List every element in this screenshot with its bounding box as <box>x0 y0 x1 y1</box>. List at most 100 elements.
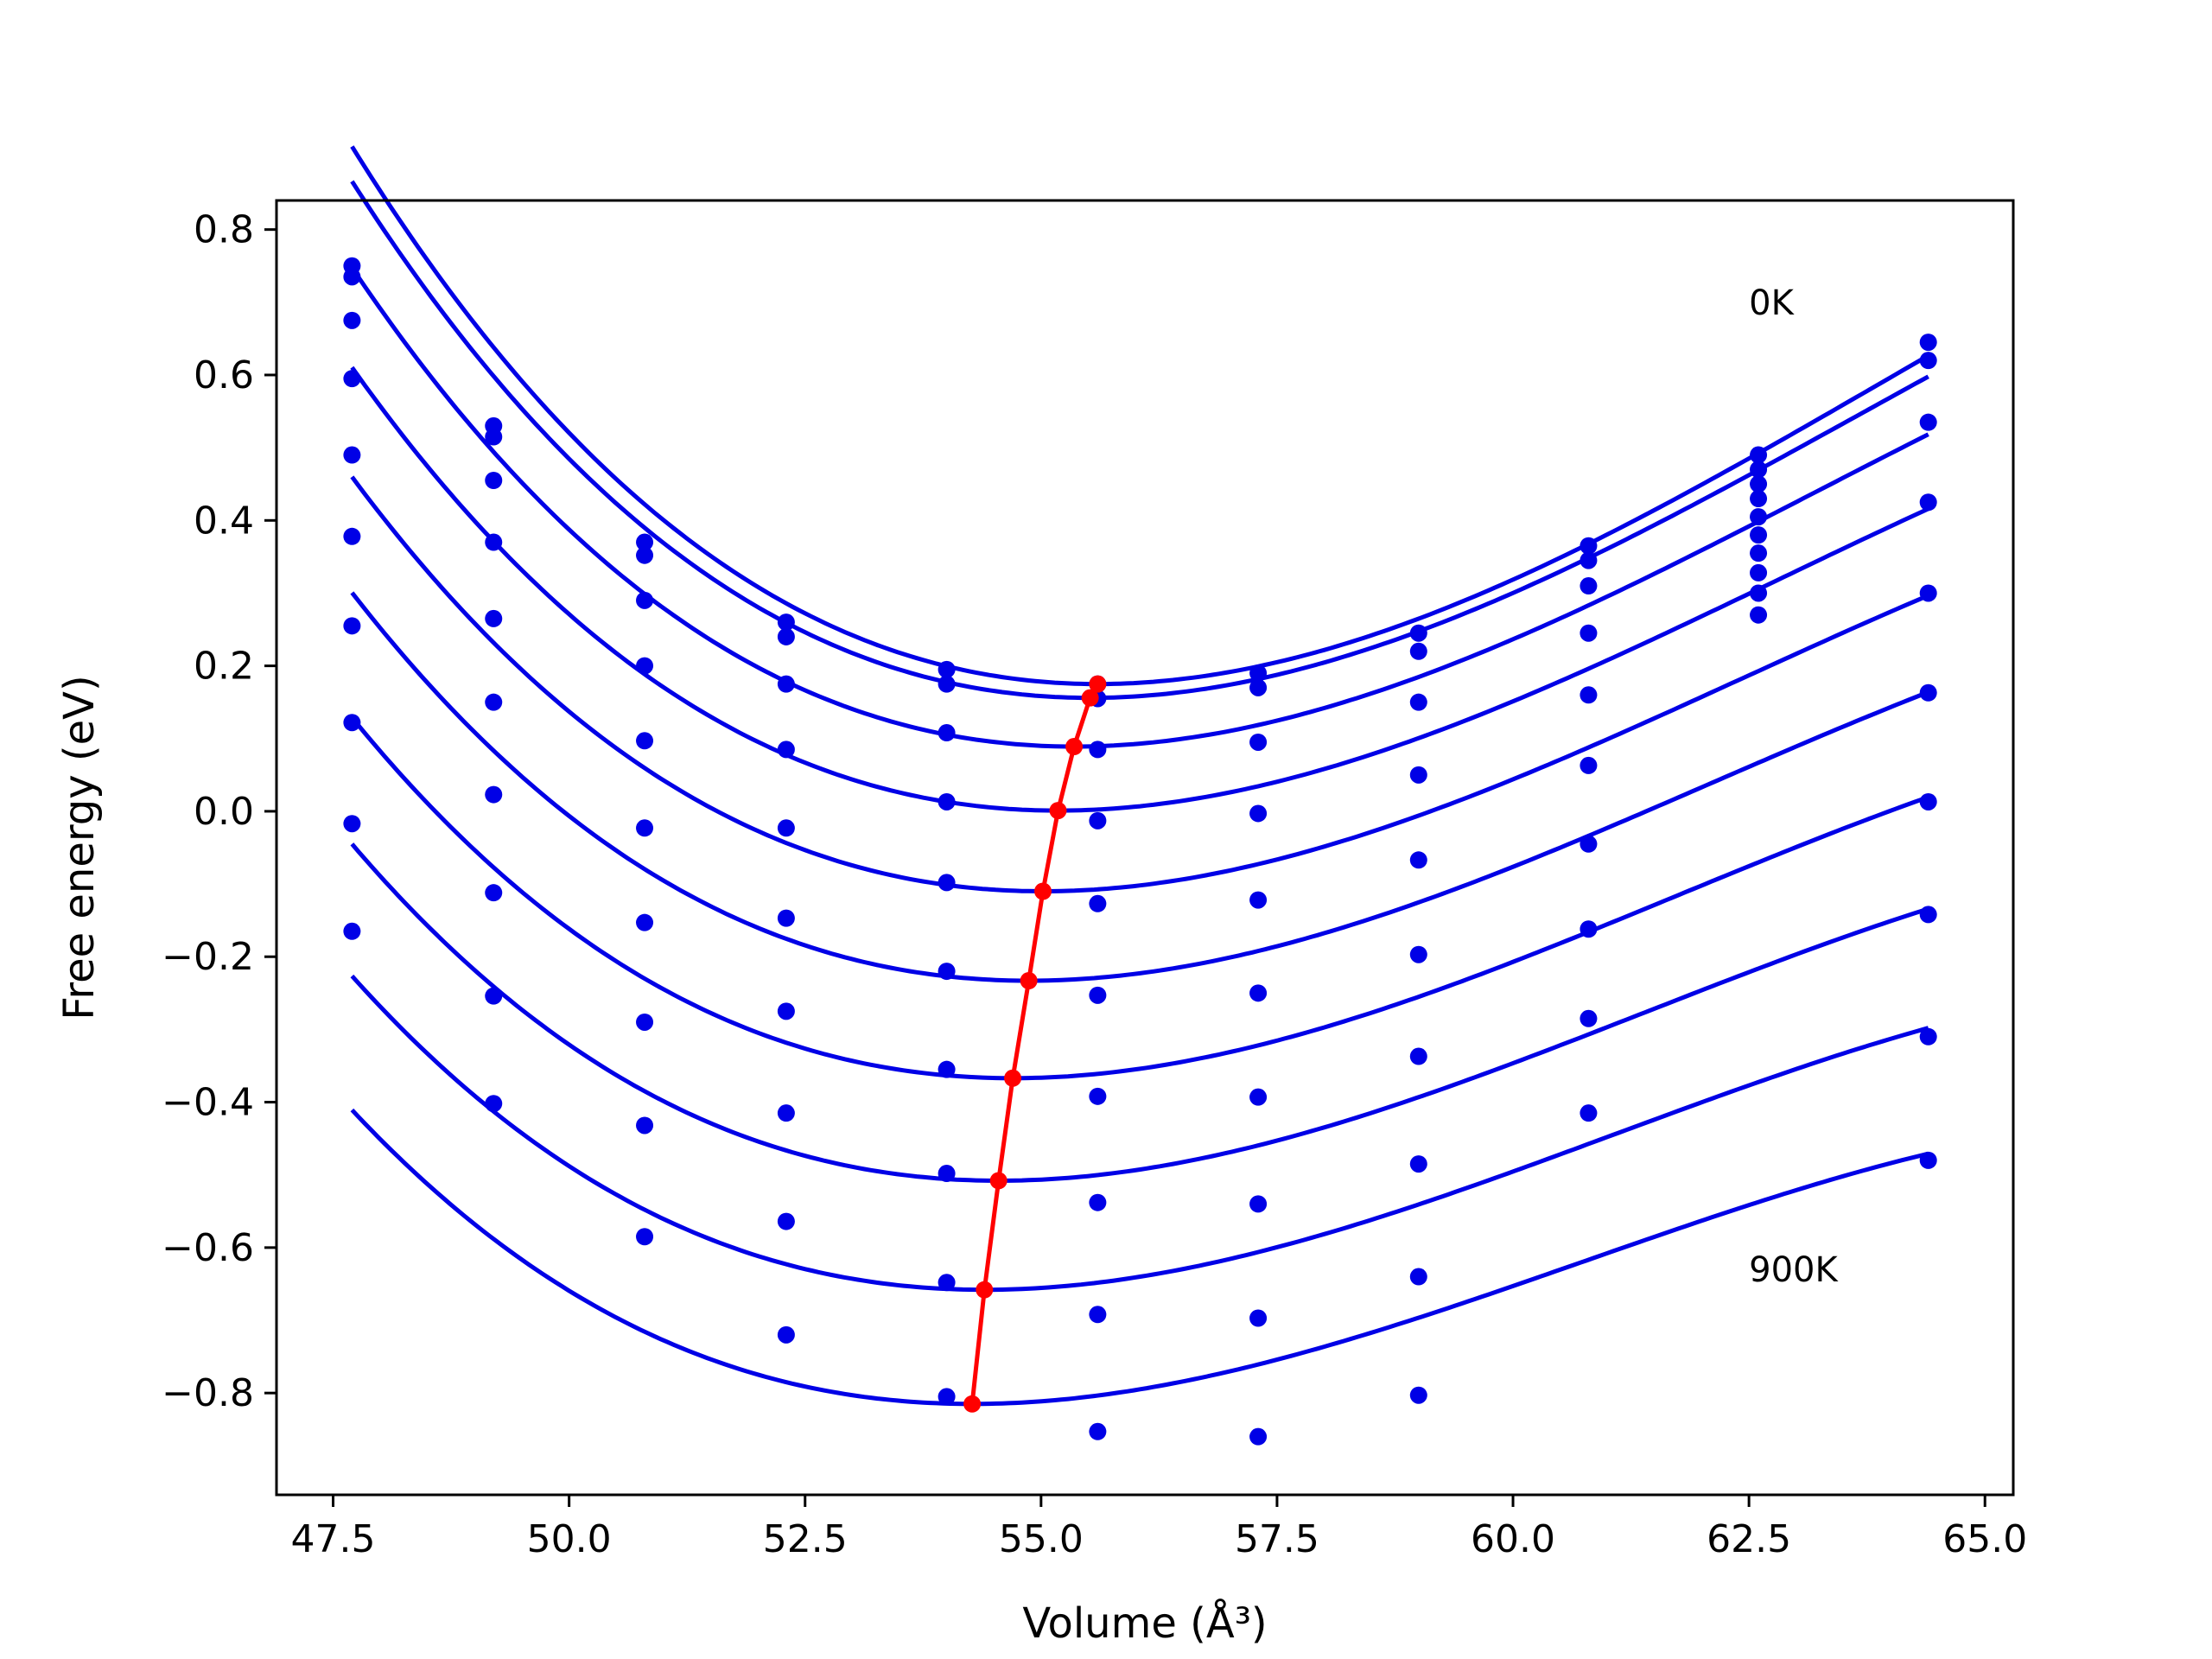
data-point <box>1249 1195 1268 1213</box>
data-point <box>1249 664 1268 683</box>
data-point <box>1249 678 1268 696</box>
data-point <box>1409 624 1427 642</box>
data-point <box>343 815 361 833</box>
data-point <box>485 785 503 804</box>
data-point <box>938 874 956 892</box>
data-point <box>343 527 361 545</box>
minimum-point <box>1065 738 1084 756</box>
data-point <box>1919 352 1937 370</box>
data-point <box>1580 756 1598 774</box>
data-point <box>1089 741 1107 759</box>
y-tick-label: 0.8 <box>194 208 254 252</box>
data-point <box>1750 526 1768 544</box>
data-point <box>777 1104 795 1122</box>
data-point <box>1919 493 1937 512</box>
data-point <box>1919 683 1937 702</box>
data-point <box>636 819 654 837</box>
y-tick-label: 0.4 <box>194 499 254 543</box>
x-axis-label: Volume (Å³) <box>1022 1599 1267 1648</box>
x-tick-label: 52.5 <box>763 1517 848 1561</box>
data-point <box>777 819 795 837</box>
data-point <box>1089 1087 1107 1105</box>
data-point <box>1409 945 1427 963</box>
minimum-line <box>969 683 1100 1405</box>
data-point <box>1919 413 1937 431</box>
data-point <box>777 1212 795 1230</box>
data-point <box>1580 686 1598 704</box>
data-point <box>777 1002 795 1020</box>
minimum-line-group <box>963 675 1107 1413</box>
data-point <box>1750 446 1768 464</box>
data-point <box>1089 894 1107 912</box>
data-point <box>1580 1104 1598 1122</box>
data-point <box>1409 1268 1427 1286</box>
x-tick-label: 60.0 <box>1471 1517 1555 1561</box>
data-point <box>938 1165 956 1183</box>
data-point <box>1750 544 1768 563</box>
data-point <box>1750 584 1768 602</box>
minimum-point <box>963 1395 982 1413</box>
data-point <box>1580 577 1598 595</box>
data-point <box>343 617 361 635</box>
data-point <box>1580 1009 1598 1027</box>
data-point <box>1249 891 1268 909</box>
data-point <box>1750 475 1768 493</box>
data-point <box>938 660 956 678</box>
minimum-point <box>1081 689 1099 707</box>
data-point <box>485 428 503 446</box>
annotation-900K: 900K <box>1749 1250 1839 1290</box>
fit-curve-200K <box>350 266 1929 749</box>
data-point <box>636 1228 654 1246</box>
x-tick-label: 65.0 <box>1942 1517 2027 1561</box>
y-tick-label: 0.0 <box>194 790 254 834</box>
data-point <box>1580 537 1598 555</box>
x-tick-label: 55.0 <box>999 1517 1084 1561</box>
data-point <box>1580 624 1598 642</box>
data-point <box>485 609 503 627</box>
minimum-point <box>989 1172 1007 1190</box>
data-point <box>777 1325 795 1344</box>
data-point <box>938 963 956 981</box>
data-point <box>636 732 654 750</box>
data-point <box>485 472 503 490</box>
data-point <box>777 909 795 927</box>
data-point <box>1750 606 1768 624</box>
data-point <box>343 268 361 286</box>
data-point <box>1750 490 1768 508</box>
y-tick-label: 0.6 <box>194 353 254 397</box>
data-point <box>1919 1027 1937 1046</box>
data-point <box>1249 1309 1268 1327</box>
data-point <box>1249 804 1268 823</box>
minimum-point <box>1049 802 1067 820</box>
fit-curve-700K <box>350 842 1929 1183</box>
plot-frame <box>275 199 2015 1497</box>
data-point <box>777 741 795 759</box>
data-point <box>1580 835 1598 853</box>
minimum-point <box>976 1281 994 1299</box>
data-point <box>1409 766 1427 784</box>
data-point <box>343 922 361 940</box>
data-point <box>1089 1193 1107 1211</box>
data-point <box>1919 334 1937 352</box>
data-point <box>1089 1422 1107 1440</box>
data-point <box>1249 1088 1268 1106</box>
x-tick-label: 57.5 <box>1235 1517 1319 1561</box>
data-point <box>343 446 361 464</box>
data-point <box>777 627 795 645</box>
data-point <box>1919 1151 1937 1169</box>
y-tick-label: −0.6 <box>162 1226 254 1270</box>
data-point <box>1089 811 1107 830</box>
data-point <box>343 714 361 732</box>
minimum-point <box>1089 675 1107 693</box>
data-point <box>1409 693 1427 711</box>
fit-curve-400K <box>350 475 1929 893</box>
data-point <box>636 1116 654 1135</box>
data-point <box>1409 1155 1427 1173</box>
data-point <box>485 693 503 711</box>
data-point <box>938 1060 956 1078</box>
data-point <box>777 613 795 632</box>
minimum-point <box>1020 972 1038 990</box>
y-axis-ticks: 0.8 0.6 0.4 0.2 0.0 −0.2 −0.4 −0.6 −0.8 <box>162 208 276 1415</box>
data-point <box>636 533 654 551</box>
x-axis-ticks: 47.5 50.0 52.5 55.0 57.5 60.0 62.5 65.0 <box>291 1495 2027 1561</box>
